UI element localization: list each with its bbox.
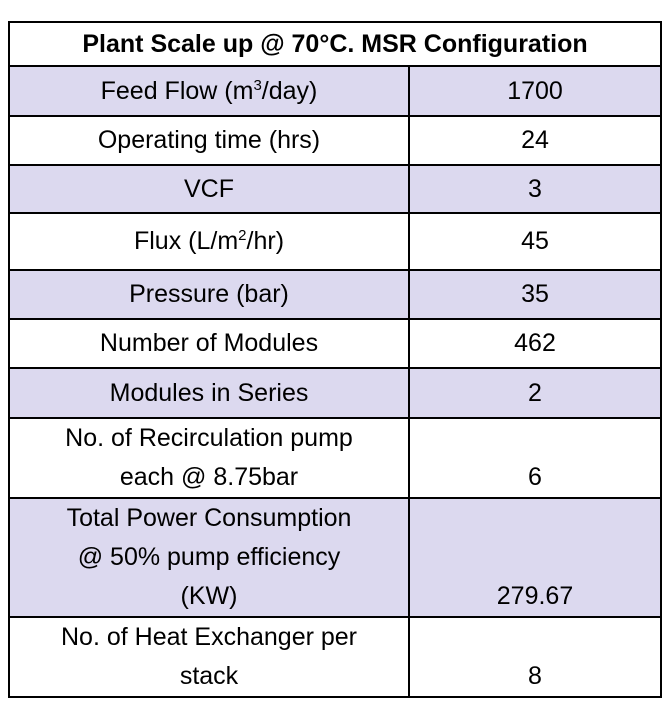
row-label: Operating time (hrs) bbox=[8, 115, 410, 166]
msr-configuration-table: Plant Scale up @ 70°C. MSR Configuration… bbox=[7, 21, 663, 698]
row-label-text: Flux (L/m bbox=[133, 227, 239, 255]
row-label-line: each @ 8.75bar bbox=[119, 463, 299, 491]
table-row: Total Power Consumption @ 50% pump effici… bbox=[8, 497, 663, 618]
row-label: No. of Recirculation pump each @ 8.75bar bbox=[8, 417, 410, 499]
row-value: 45 bbox=[407, 212, 663, 271]
row-label-line: No. of Recirculation pump bbox=[65, 424, 353, 452]
row-label: Total Power Consumption @ 50% pump effici… bbox=[8, 497, 410, 618]
row-value: 6 bbox=[407, 417, 663, 499]
row-value: 1700 bbox=[407, 65, 663, 117]
row-label-line: No. of Heat Exchanger per bbox=[61, 623, 357, 651]
row-label-text-suffix: /hr) bbox=[246, 227, 285, 255]
row-label: Number of Modules bbox=[8, 318, 410, 369]
row-label-superscript: 3 bbox=[253, 76, 262, 94]
row-label-text: Number of Modules bbox=[99, 329, 319, 357]
table-row: No. of Heat Exchanger per stack 8 bbox=[8, 616, 663, 698]
row-label-superscript: 2 bbox=[238, 227, 247, 244]
table-row: Flux (L/m2/hr) 45 bbox=[8, 212, 663, 271]
table-title: Plant Scale up @ 70°C. MSR Configuration bbox=[7, 21, 663, 67]
table-row: Operating time (hrs) 24 bbox=[8, 115, 663, 166]
table-body: Feed Flow (m3/day) 1700 Operating time (hr… bbox=[8, 65, 663, 698]
row-value: 279.67 bbox=[407, 497, 663, 618]
table-row: Pressure (bar) 35 bbox=[8, 269, 663, 320]
row-label: VCF bbox=[8, 164, 410, 214]
row-label-line: Total Power Consumption bbox=[66, 504, 352, 532]
row-label: Modules in Series bbox=[8, 367, 410, 419]
row-value: 462 bbox=[407, 318, 663, 369]
row-label: No. of Heat Exchanger per stack bbox=[8, 616, 410, 698]
row-value: 8 bbox=[407, 616, 663, 698]
row-label: Feed Flow (m3/day) bbox=[8, 65, 410, 117]
row-label: Pressure (bar) bbox=[8, 269, 410, 320]
table-row: VCF 3 bbox=[8, 164, 663, 214]
row-value: 24 bbox=[407, 115, 663, 166]
row-value: 3 bbox=[407, 164, 663, 214]
row-label-line: stack bbox=[179, 662, 239, 690]
row-label-text: Operating time (hrs) bbox=[97, 126, 321, 154]
row-value: 35 bbox=[407, 269, 663, 320]
table-row: Modules in Series 2 bbox=[8, 367, 663, 419]
row-label-line: (KW) bbox=[180, 582, 238, 610]
row-label-line: @ 50% pump efficiency bbox=[77, 543, 341, 571]
row-label-text: Feed Flow (m bbox=[100, 76, 254, 105]
row-label-text-suffix: /day) bbox=[261, 76, 318, 105]
row-label-text: VCF bbox=[184, 174, 234, 203]
row-label-text: Pressure (bar) bbox=[129, 280, 289, 308]
table-row: No. of Recirculation pump each @ 8.75bar 6 bbox=[8, 417, 663, 499]
row-label: Flux (L/m2/hr) bbox=[8, 212, 410, 271]
table-row: Number of Modules 462 bbox=[8, 318, 663, 369]
row-label-text: Modules in Series bbox=[109, 378, 309, 407]
row-value: 2 bbox=[407, 367, 663, 419]
table-row: Feed Flow (m3/day) 1700 bbox=[8, 65, 663, 117]
table-title-row: Plant Scale up @ 70°C. MSR Configuration bbox=[7, 21, 663, 67]
